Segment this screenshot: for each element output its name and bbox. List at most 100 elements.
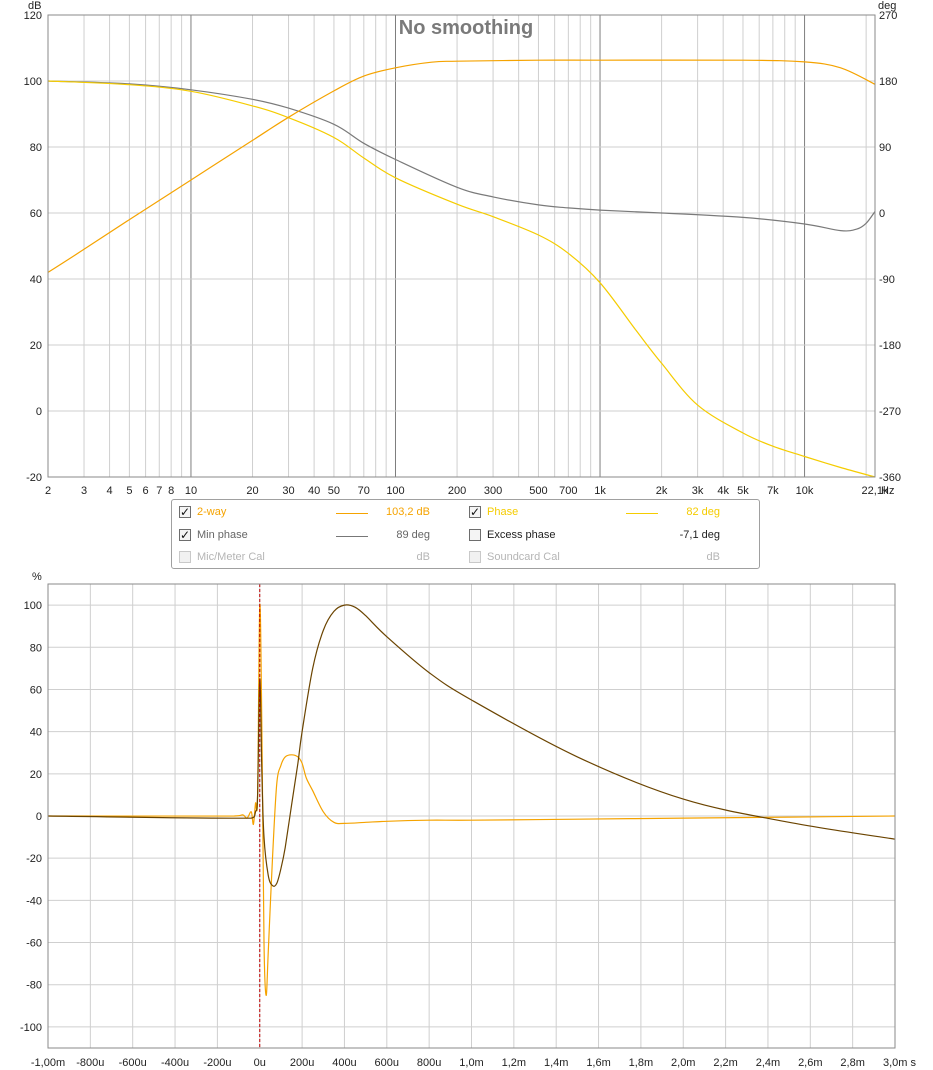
legend-item-2-way[interactable]: ✓ 2-way 103,2 dB bbox=[176, 502, 466, 524]
y-tick-label: 120 bbox=[24, 10, 42, 22]
y2-tick-label: 90 bbox=[879, 142, 891, 154]
legend-row: Mic/Meter Cal dB Soundcard Cal dB bbox=[172, 547, 759, 569]
x-tick-label: -800u bbox=[76, 1057, 104, 1069]
y-tick-label: 20 bbox=[30, 769, 42, 781]
y-tick-label: 60 bbox=[30, 208, 42, 220]
y2-tick-label: -90 bbox=[879, 274, 895, 286]
imp-x-ticks: -1,00m -800u -600u -400u -200u 0u 200u 400u 600u… bbox=[31, 1057, 917, 1069]
y-tick-label: 100 bbox=[24, 600, 42, 612]
x-tick-label: 22,1k bbox=[862, 485, 889, 497]
x-tick-label: 40 bbox=[308, 485, 320, 497]
chart-title: No smoothing bbox=[399, 17, 533, 39]
legend-label: Soundcard Cal bbox=[487, 551, 560, 563]
y-tick-label: 20 bbox=[30, 340, 42, 352]
y2-tick-label: 270 bbox=[879, 10, 897, 22]
y-tick-label: 80 bbox=[30, 142, 42, 154]
x-axis-unit: Hz bbox=[881, 485, 894, 497]
x-tick-label: 50 bbox=[328, 485, 340, 497]
x-tick-label: 600u bbox=[375, 1057, 399, 1069]
impulse-response-chart[interactable]: 100 80 60 40 20 0 -20 -40 -60 -80 -100 -1,00m -800u… bbox=[0, 566, 933, 1070]
x-tick-label: 2k bbox=[656, 485, 668, 497]
legend-label: Mic/Meter Cal bbox=[197, 551, 265, 563]
legend-value: 89 deg bbox=[396, 529, 430, 541]
legend-checkbox[interactable]: ✓ bbox=[179, 528, 191, 542]
legend-label: Phase bbox=[487, 506, 519, 518]
freq-plot-frame bbox=[47, 14, 876, 478]
x-tick-label: 400u bbox=[332, 1057, 356, 1069]
legend-value: 103,2 dB bbox=[385, 506, 430, 518]
imp-series bbox=[47, 603, 896, 996]
x-tick-label: 7 bbox=[156, 485, 162, 497]
freq-x-ticks: 2 3 4 5 6 7 8 10 20 30 40 50 70 100 200 300 500 700 1k 2k 3k… bbox=[45, 485, 889, 497]
y-tick-label: -20 bbox=[26, 472, 42, 484]
x-tick-label: 2,6m bbox=[798, 1057, 822, 1069]
legend-item-mic-meter-cal: Mic/Meter Cal dB bbox=[176, 547, 466, 569]
legend-value: dB bbox=[706, 551, 720, 563]
legend-panel: ✓ 2-way 103,2 dB ✓ Phase 82 deg ✓ Min ph… bbox=[171, 499, 760, 569]
freq-plot-area bbox=[48, 15, 875, 477]
x-tick-label: 700 bbox=[559, 485, 577, 497]
x-tick-label: 5k bbox=[737, 485, 749, 497]
impulse-curve-orange bbox=[47, 603, 896, 996]
y-tick-label: -60 bbox=[26, 938, 42, 950]
x-tick-label: 500 bbox=[529, 485, 547, 497]
min-phase-curve bbox=[47, 80, 876, 232]
imp-y-ticks: 100 80 60 40 20 0 -20 -40 -60 -80 -100 bbox=[20, 600, 42, 1034]
imp-plot-frame bbox=[47, 583, 896, 1049]
x-tick-label: 2,0m bbox=[671, 1057, 695, 1069]
legend-checkbox[interactable] bbox=[469, 529, 481, 541]
x-tick-label: 1,0m bbox=[459, 1057, 483, 1069]
x-tick-label: 4k bbox=[717, 485, 729, 497]
x-tick-label: 2 bbox=[45, 485, 51, 497]
2-way-curve bbox=[47, 59, 876, 273]
x-tick-label: -1,00m bbox=[31, 1057, 65, 1069]
legend-checkbox bbox=[179, 551, 191, 563]
x-tick-label: 200u bbox=[290, 1057, 314, 1069]
x-tick-label: 5 bbox=[126, 485, 132, 497]
left-axis-unit: dB bbox=[28, 0, 41, 12]
y-tick-label: -80 bbox=[26, 980, 42, 992]
y2-tick-label: 0 bbox=[879, 208, 885, 220]
x-tick-label: 800u bbox=[417, 1057, 441, 1069]
legend-value: 82 deg bbox=[686, 506, 720, 518]
x-tick-label: 1k bbox=[594, 485, 606, 497]
legend-item-excess-phase[interactable]: Excess phase -7,1 deg bbox=[466, 525, 756, 547]
x-tick-label: 10 bbox=[185, 485, 197, 497]
legend-item-phase[interactable]: ✓ Phase 82 deg bbox=[466, 502, 756, 524]
legend-line-swatch bbox=[336, 513, 368, 514]
legend-item-soundcard-cal: Soundcard Cal dB bbox=[466, 547, 756, 569]
x-tick-label: 200 bbox=[448, 485, 466, 497]
x-tick-label: -400u bbox=[161, 1057, 189, 1069]
legend-line-swatch bbox=[336, 536, 368, 537]
right-axis-unit: deg bbox=[878, 0, 896, 12]
x-tick-label: 0u bbox=[254, 1057, 266, 1069]
y-tick-label: 0 bbox=[36, 811, 42, 823]
legend-label: 2-way bbox=[197, 506, 227, 518]
freq-y2-ticks: 270 180 90 0 -90 -180 -270 -360 bbox=[879, 10, 901, 484]
x-tick-label: 2,2m bbox=[713, 1057, 737, 1069]
x-tick-label: -600u bbox=[119, 1057, 147, 1069]
y-tick-label: 100 bbox=[24, 76, 42, 88]
legend-checkbox[interactable]: ✓ bbox=[469, 505, 481, 519]
y-tick-label: -100 bbox=[20, 1022, 42, 1034]
x-tick-label: 1,2m bbox=[502, 1057, 526, 1069]
x-tick-label: 1,8m bbox=[629, 1057, 653, 1069]
y-axis-unit: % bbox=[32, 571, 42, 583]
legend-item-min-phase[interactable]: ✓ Min phase 89 deg bbox=[176, 525, 466, 547]
y-tick-label: 40 bbox=[30, 727, 42, 739]
x-tick-label: 3k bbox=[692, 485, 704, 497]
legend-label: Min phase bbox=[197, 529, 248, 541]
y2-tick-label: -360 bbox=[879, 472, 901, 484]
y2-tick-label: -180 bbox=[879, 340, 901, 352]
legend-label: Excess phase bbox=[487, 529, 556, 541]
legend-checkbox[interactable]: ✓ bbox=[179, 505, 191, 519]
x-tick-label: 1,4m bbox=[544, 1057, 568, 1069]
x-tick-label: 100 bbox=[386, 485, 404, 497]
y-tick-label: 80 bbox=[30, 642, 42, 654]
legend-line-swatch bbox=[626, 513, 658, 514]
y-tick-label: 60 bbox=[30, 684, 42, 696]
y2-tick-label: 180 bbox=[879, 76, 897, 88]
phase-curve bbox=[47, 80, 876, 478]
x-tick-label: 4 bbox=[107, 485, 113, 497]
